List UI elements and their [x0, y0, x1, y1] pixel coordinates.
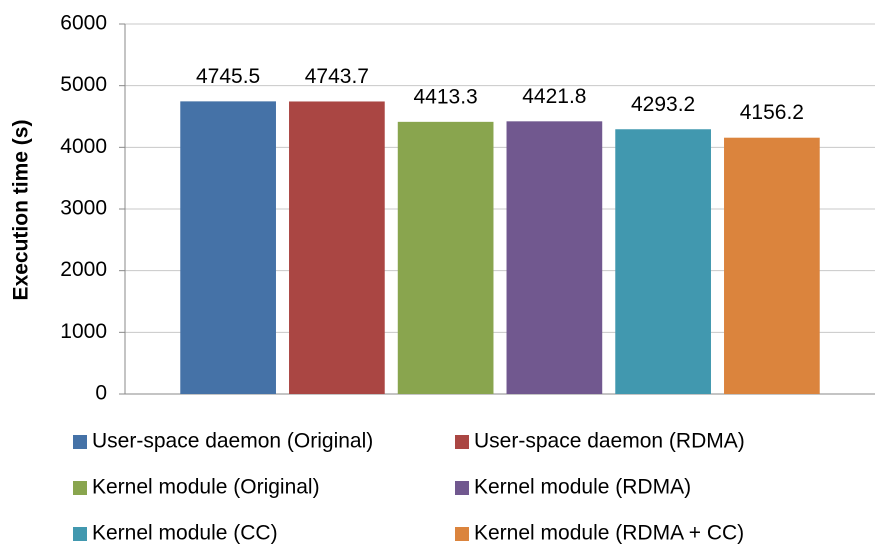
legend-label: Kernel module (RDMA) — [474, 476, 691, 499]
data-label: 4745.5 — [196, 65, 260, 88]
bar — [289, 101, 385, 394]
legend-swatch — [455, 481, 469, 495]
legend-label: User-space daemon (RDMA) — [474, 430, 745, 453]
legend-swatch — [73, 435, 87, 449]
legend-swatch — [73, 527, 87, 541]
bar — [180, 101, 276, 394]
data-label: 4156.2 — [740, 101, 804, 124]
legend-label: User-space daemon (Original) — [92, 430, 373, 453]
y-tick-label: 4000 — [60, 135, 107, 158]
y-tick-label: 2000 — [60, 258, 107, 281]
bar — [724, 137, 820, 395]
data-label: 4743.7 — [305, 65, 369, 88]
legend-label: Kernel module (RDMA + CC) — [474, 522, 744, 545]
legend-label: Kernel module (Original) — [92, 476, 320, 499]
y-tick-label: 5000 — [60, 73, 107, 96]
data-label: 4293.2 — [631, 93, 695, 116]
legend-swatch — [455, 527, 469, 541]
y-tick-label: 6000 — [60, 12, 107, 35]
bar — [506, 121, 603, 395]
y-tick-label: 3000 — [60, 197, 107, 220]
y-tick-label: 0 — [95, 382, 107, 405]
legend-swatch — [455, 435, 469, 449]
y-axis-label: Execution time (s) — [10, 120, 33, 301]
legend-label: Kernel module (CC) — [92, 522, 278, 545]
legend-swatch — [73, 481, 87, 495]
data-label: 4421.8 — [522, 85, 586, 108]
y-tick-label: 1000 — [60, 320, 107, 343]
data-label: 4413.3 — [414, 85, 478, 108]
bar — [615, 129, 711, 394]
bar — [397, 121, 494, 394]
